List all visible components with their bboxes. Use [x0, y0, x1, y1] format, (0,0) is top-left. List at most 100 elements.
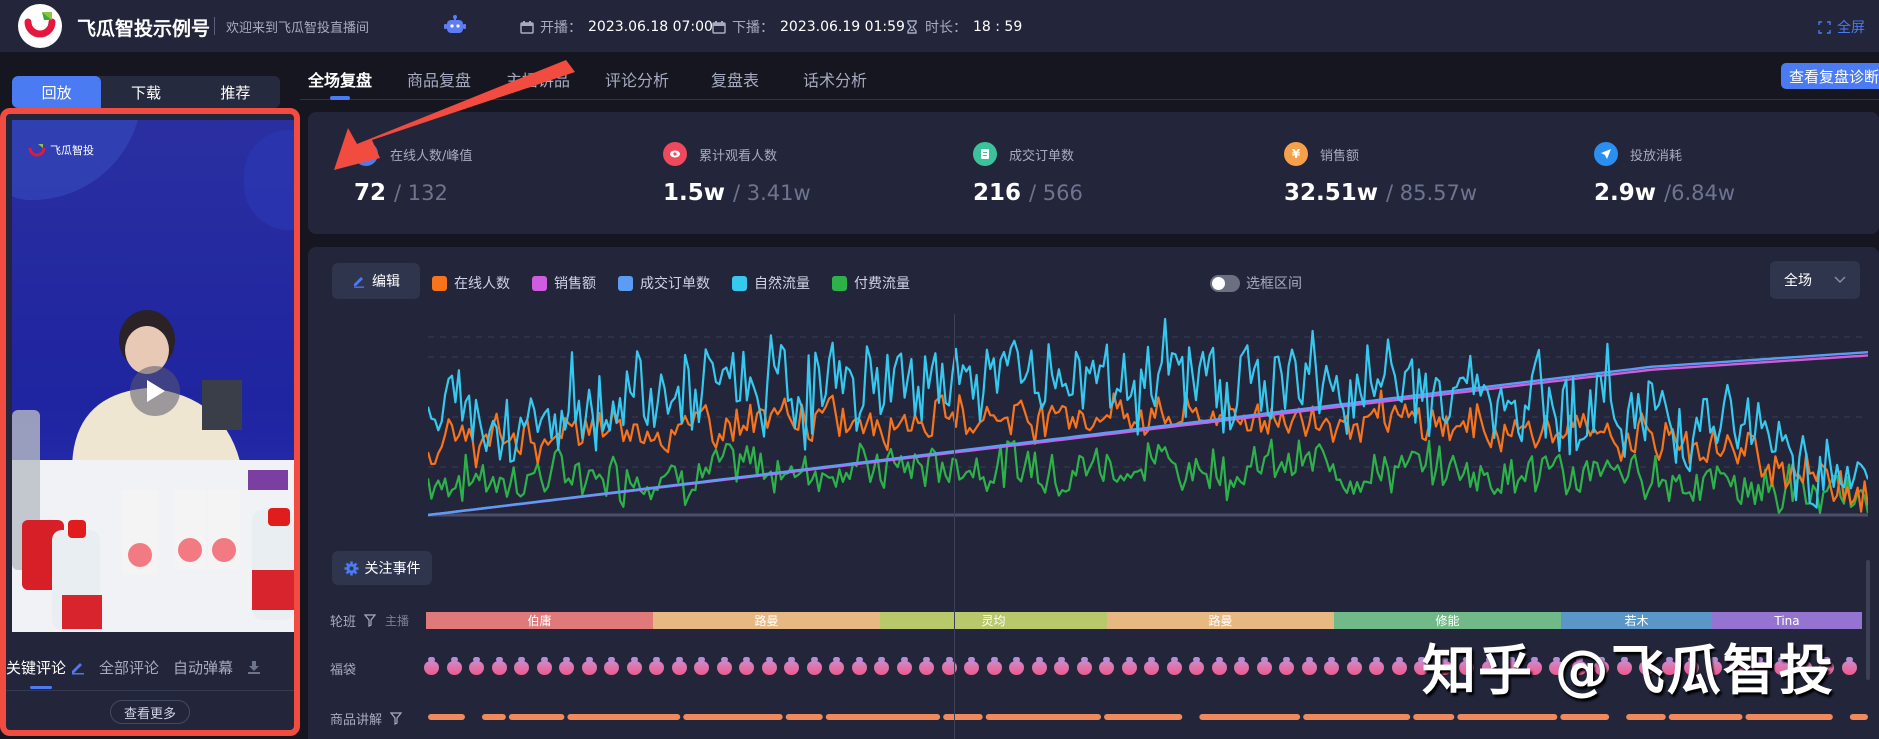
- lucky-bag-icon[interactable]: [490, 655, 509, 675]
- lucky-bag-icon[interactable]: [1570, 655, 1589, 675]
- range-select-toggle[interactable]: 选框区间: [1210, 273, 1302, 293]
- lucky-bag-icon[interactable]: [827, 655, 846, 675]
- lucky-bag-icon[interactable]: [557, 655, 576, 675]
- scrollbar[interactable]: [1866, 560, 1870, 680]
- tab-comment-analysis[interactable]: 评论分析: [605, 71, 670, 90]
- lucky-bag-icon[interactable]: [715, 655, 734, 675]
- shift-segment[interactable]: 伯庸: [426, 612, 653, 629]
- lucky-bag-icon[interactable]: [1637, 655, 1656, 675]
- lucky-bag-icon[interactable]: [917, 655, 936, 675]
- lucky-bag-icon[interactable]: [805, 655, 824, 675]
- lucky-bag-icon[interactable]: [467, 655, 486, 675]
- shift-segment[interactable]: 路曼: [1107, 612, 1334, 629]
- lucky-bag-icon[interactable]: [985, 655, 1004, 675]
- lucky-bag-icon[interactable]: [1457, 655, 1476, 675]
- tab-product-review[interactable]: 商品复盘: [407, 71, 472, 90]
- lucky-bag-icon[interactable]: [1120, 655, 1139, 675]
- lucky-bag-icon[interactable]: [1322, 655, 1341, 675]
- lucky-bag-icon[interactable]: [1750, 655, 1769, 675]
- tab-auto-danmaku[interactable]: 自动弹幕: [173, 658, 234, 677]
- edit-button[interactable]: 编辑: [332, 263, 420, 299]
- filter-icon[interactable]: [390, 712, 403, 725]
- line-chart[interactable]: [428, 307, 1868, 527]
- lucky-bag-icon[interactable]: [1187, 655, 1206, 675]
- lucky-bag-icon[interactable]: [1592, 655, 1611, 675]
- tab-replay[interactable]: 回放: [12, 76, 102, 108]
- lucky-bag-icon[interactable]: [1660, 655, 1679, 675]
- shift-segment[interactable]: 路曼: [653, 612, 880, 629]
- lucky-bag-icon[interactable]: [1232, 655, 1251, 675]
- lucky-bag-icon[interactable]: [1547, 655, 1566, 675]
- shift-segment[interactable]: Tina: [1712, 612, 1862, 629]
- tab-recommend[interactable]: 推荐: [220, 83, 251, 102]
- video-player[interactable]: 飞瓜智投: [12, 120, 294, 632]
- lucky-bag-icon[interactable]: [962, 655, 981, 675]
- see-more-button[interactable]: 查看更多: [110, 700, 190, 724]
- lucky-bag-icon[interactable]: [1682, 655, 1701, 675]
- lucky-bag-icon[interactable]: [580, 655, 599, 675]
- lucky-bag-icon[interactable]: [1165, 655, 1184, 675]
- lucky-bag-icon[interactable]: [1615, 655, 1634, 675]
- lucky-bag-icon[interactable]: [1772, 655, 1791, 675]
- lucky-bag-icon[interactable]: [1795, 655, 1814, 675]
- lucky-bag-icon[interactable]: [1480, 655, 1499, 675]
- focus-events-button[interactable]: 关注事件: [332, 551, 432, 585]
- lucky-bag-icon[interactable]: [1052, 655, 1071, 675]
- lucky-bag-icon[interactable]: [782, 655, 801, 675]
- lucky-bag-icon[interactable]: [940, 655, 959, 675]
- lucky-bag-icon[interactable]: [1345, 655, 1364, 675]
- lucky-bag-icon[interactable]: [1435, 655, 1454, 675]
- lucky-bag-icon[interactable]: [1210, 655, 1229, 675]
- lucky-bag-icon[interactable]: [1030, 655, 1049, 675]
- lucky-bag-icon[interactable]: [1075, 655, 1094, 675]
- lucky-bag-icon[interactable]: [1142, 655, 1161, 675]
- tab-overall-review[interactable]: 全场复盘: [308, 71, 373, 90]
- download-icon[interactable]: [247, 660, 261, 674]
- lucky-bag-icon[interactable]: [647, 655, 666, 675]
- lucky-bag-icon[interactable]: [1277, 655, 1296, 675]
- tab-download[interactable]: 下载: [130, 83, 161, 102]
- lucky-bag-icon[interactable]: [422, 655, 441, 675]
- lucky-bag-icon[interactable]: [445, 655, 464, 675]
- lucky-bag-icon[interactable]: [737, 655, 756, 675]
- play-button[interactable]: [130, 366, 180, 416]
- lucky-bag-icon[interactable]: [1817, 655, 1836, 675]
- fullscreen-button[interactable]: 全屏: [1818, 17, 1865, 37]
- legend-sales[interactable]: 销售额: [532, 273, 596, 293]
- shift-segment[interactable]: 若木: [1561, 612, 1712, 629]
- tab-script-analysis[interactable]: 话术分析: [803, 71, 868, 90]
- lucky-bag-icon[interactable]: [625, 655, 644, 675]
- robot-icon[interactable]: [444, 14, 466, 36]
- product-explain-track[interactable]: [428, 714, 1868, 720]
- legend-orders[interactable]: 成交订单数: [618, 273, 710, 293]
- tab-all-comments[interactable]: 全部评论: [99, 658, 160, 677]
- lucky-bag-icon[interactable]: [1727, 655, 1746, 675]
- lucky-bag-icon[interactable]: [1097, 655, 1116, 675]
- lucky-bag-icon[interactable]: [670, 655, 689, 675]
- filter-icon[interactable]: [364, 614, 377, 627]
- legend-online[interactable]: 在线人数: [432, 273, 510, 293]
- lucky-bag-icon[interactable]: [535, 655, 554, 675]
- lucky-bag-icon[interactable]: [512, 655, 531, 675]
- lucky-bag-icon[interactable]: [872, 655, 891, 675]
- legend-organic-traffic[interactable]: 自然流量: [732, 273, 810, 293]
- lucky-bag-icon[interactable]: [850, 655, 869, 675]
- lucky-bag-icon[interactable]: [1412, 655, 1431, 675]
- lucky-bag-icon[interactable]: [1705, 655, 1724, 675]
- lucky-bag-icon[interactable]: [692, 655, 711, 675]
- range-dropdown[interactable]: 全场: [1770, 261, 1860, 299]
- lucky-bag-icon[interactable]: [760, 655, 779, 675]
- lucky-bag-icon[interactable]: [1840, 655, 1859, 675]
- lucky-bag-icon[interactable]: [1367, 655, 1386, 675]
- edit-icon[interactable]: [70, 660, 85, 675]
- view-diagnosis-button[interactable]: 查看复盘诊断: [1781, 63, 1879, 89]
- lucky-bag-icon[interactable]: [1502, 655, 1521, 675]
- shift-segment[interactable]: 灵均: [880, 612, 1107, 629]
- tab-key-comments[interactable]: 关键评论: [6, 658, 67, 677]
- lucky-bag-icon[interactable]: [1255, 655, 1274, 675]
- shift-segment[interactable]: 修能: [1334, 612, 1561, 629]
- lucky-bag-icon[interactable]: [1007, 655, 1026, 675]
- lucky-bag-icon[interactable]: [1525, 655, 1544, 675]
- lucky-bag-icon[interactable]: [602, 655, 621, 675]
- lucky-bag-icon[interactable]: [1390, 655, 1409, 675]
